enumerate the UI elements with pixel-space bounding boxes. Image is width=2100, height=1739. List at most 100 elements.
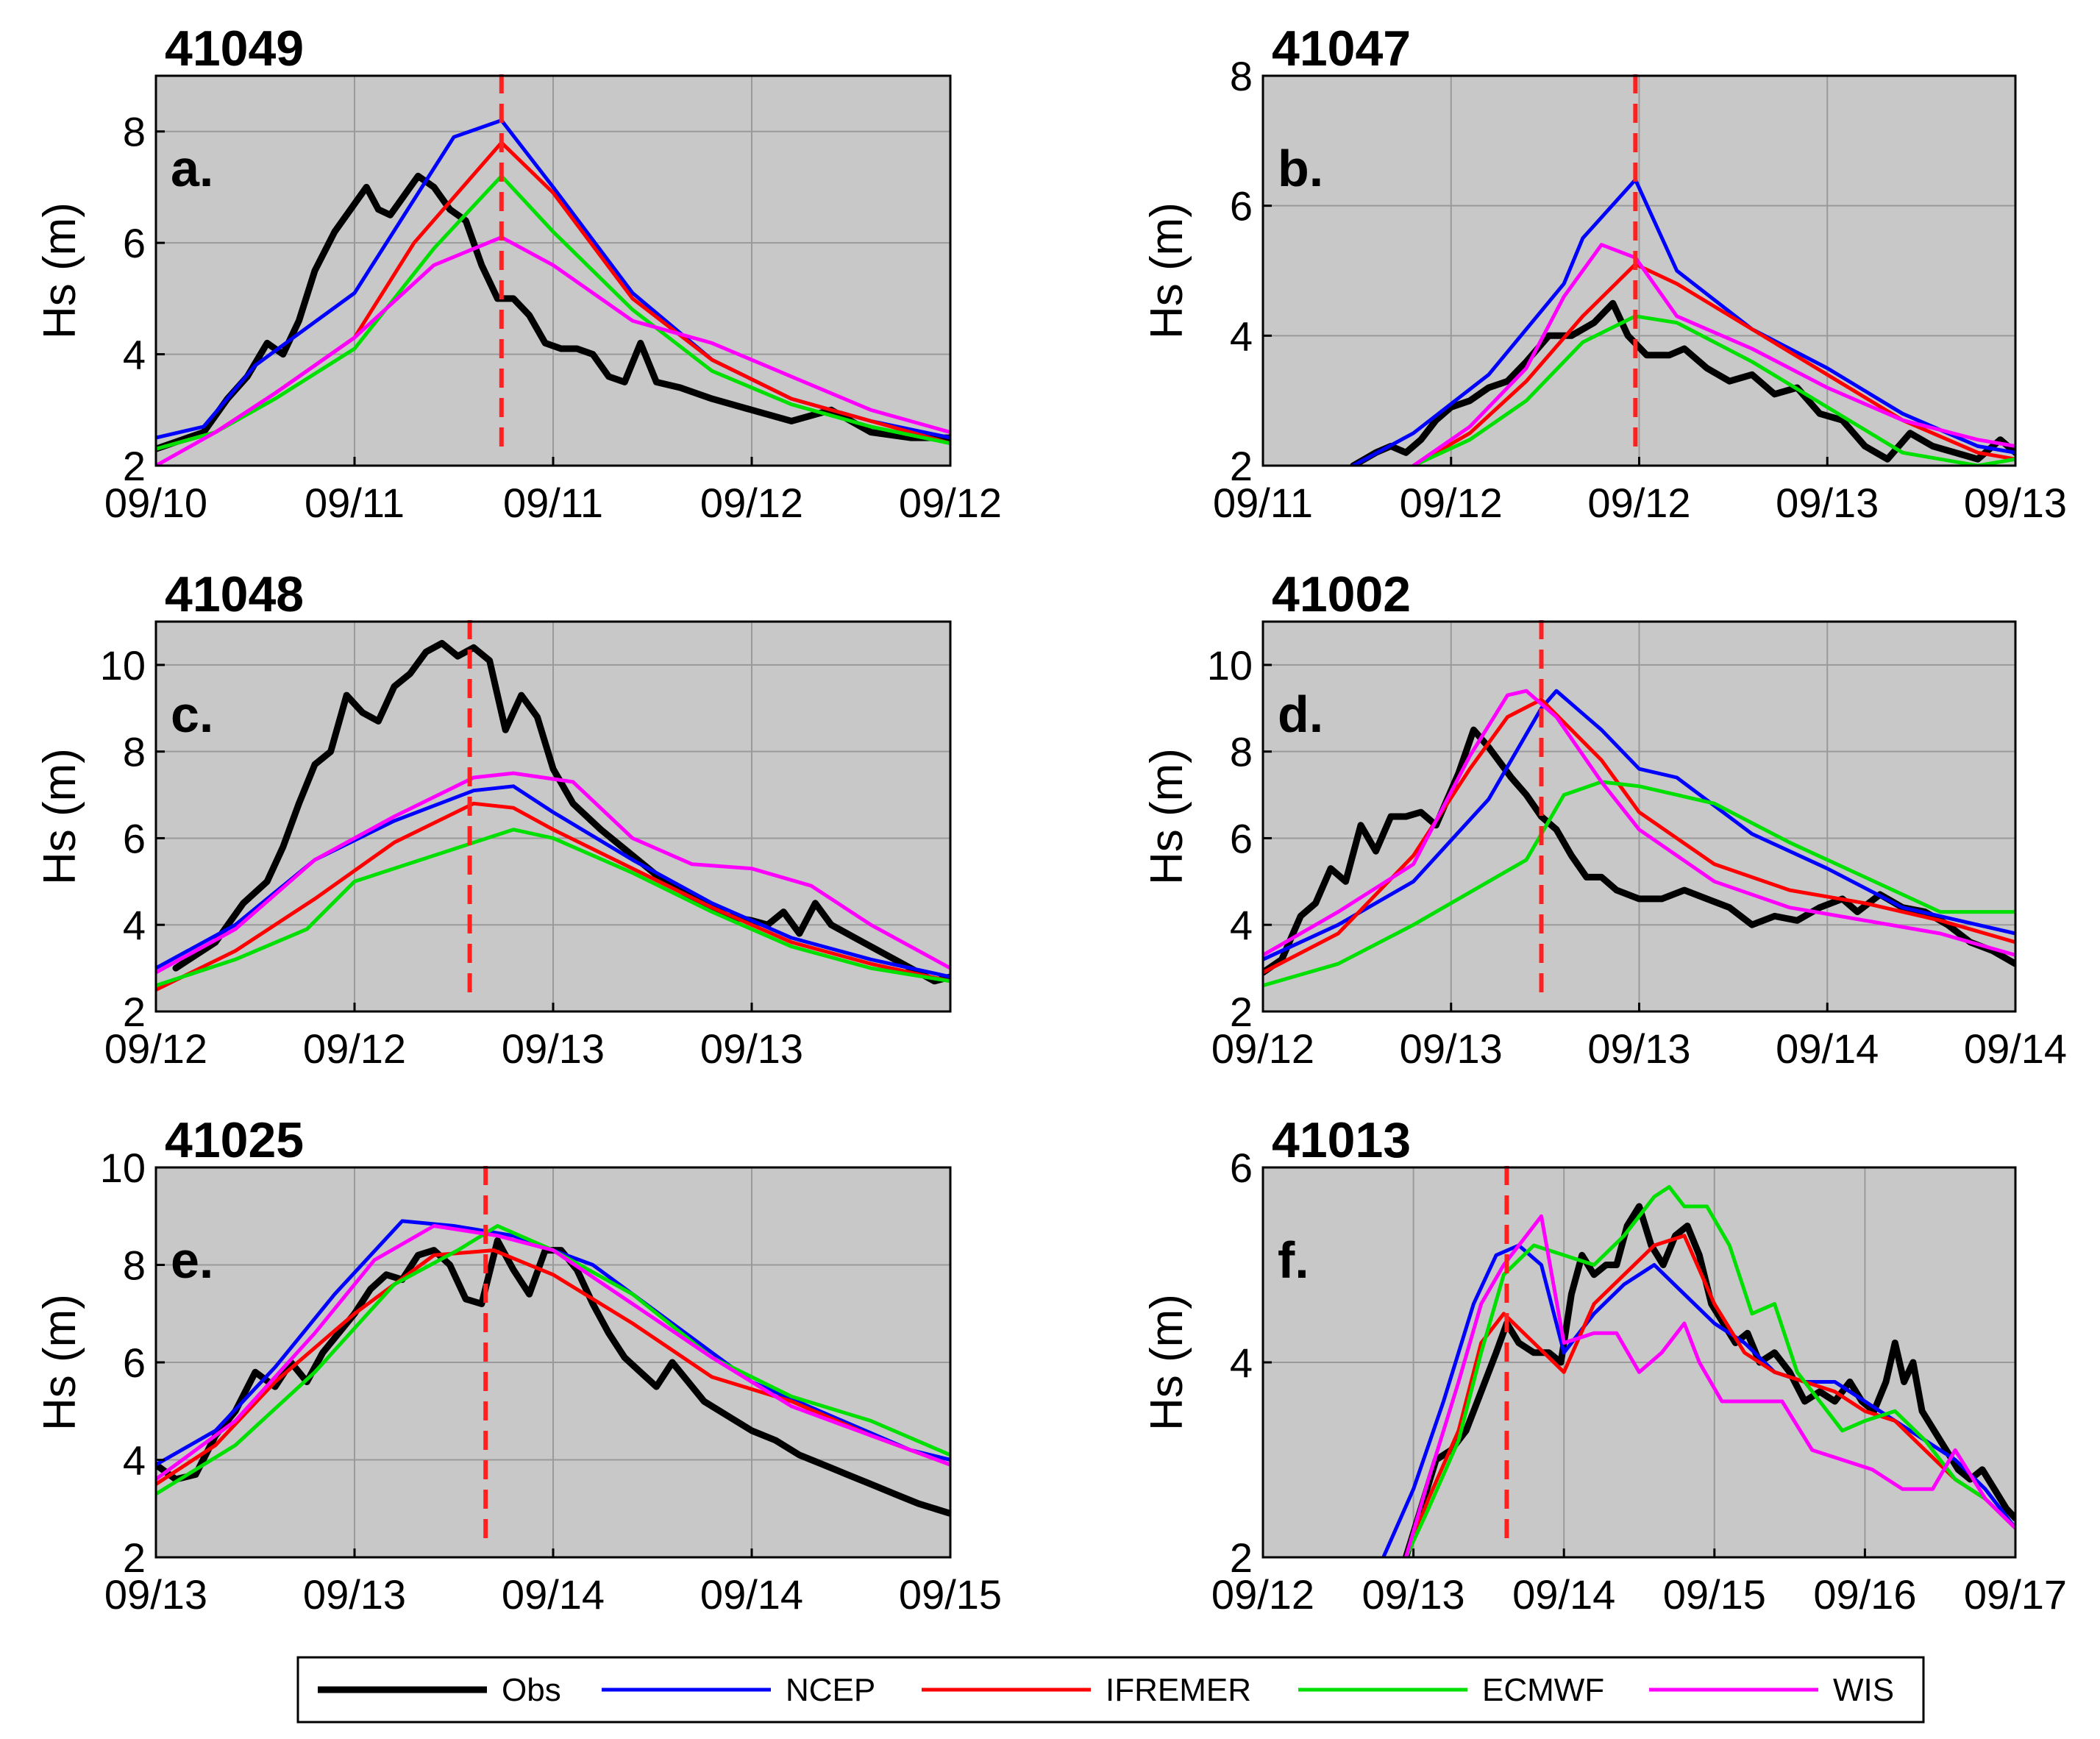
- legend-label: Obs: [502, 1672, 561, 1708]
- x-tick-label: 09/10: [104, 480, 207, 526]
- series-obs: [1350, 299, 2015, 466]
- x-tick-label: 09/14: [1964, 1025, 2067, 1072]
- legend-entry-ifremer: IFREMER: [922, 1672, 1251, 1708]
- series-wis: [156, 1224, 950, 1482]
- x-tick-label: 09/12: [1211, 1025, 1314, 1072]
- panel-41049: 2 4 6 8 09/10 09/11 09/11 09/12 09/12 41049 a. Hs (…: [35, 21, 1002, 526]
- panel-41048: 2 4 6 8 10 09/12 09/12 09/13 09/13 41048 c. Hs (m): [35, 566, 952, 1072]
- y-tick-label: 10: [100, 1145, 146, 1191]
- x-tick-label: 09/11: [1213, 480, 1313, 526]
- x-tick-label: 09/12: [700, 480, 803, 526]
- panel-title: 41025: [165, 1112, 304, 1168]
- series-ncep: [156, 1219, 950, 1467]
- panel-title: 41002: [1272, 566, 1411, 622]
- series-ecmwf: [1403, 1185, 2015, 1557]
- panel-label: f.: [1278, 1231, 1309, 1289]
- x-tick-label: 09/13: [1776, 480, 1879, 526]
- grid: [1263, 76, 2015, 466]
- series-group: [1381, 1185, 2015, 1557]
- legend-label: NCEP: [786, 1672, 875, 1708]
- legend-entry-obs: Obs: [318, 1672, 561, 1708]
- y-tick-label: 4: [123, 332, 146, 378]
- series-obs: [1263, 726, 2015, 976]
- y-tick-label: 6: [123, 815, 146, 861]
- x-tick-label: 09/14: [502, 1571, 605, 1618]
- y-tick-label: 6: [1230, 183, 1253, 230]
- series-ecmwf: [1412, 314, 2015, 466]
- x-tick-label: 09/17: [1964, 1571, 2067, 1618]
- x-tick-label: 09/13: [1400, 1025, 1503, 1072]
- legend-label: IFREMER: [1106, 1672, 1251, 1708]
- x-tick-label: 09/11: [503, 480, 603, 526]
- x-tick-label: 09/13: [1964, 480, 2067, 526]
- x-tick-label: 09/12: [1211, 1571, 1314, 1618]
- y-tick-label: 8: [1230, 53, 1253, 99]
- y-axis-label: Hs (m): [35, 202, 85, 339]
- series-ifremer: [1412, 262, 2015, 466]
- panel-title: 41013: [1272, 1112, 1411, 1168]
- panel-label: d.: [1278, 686, 1323, 743]
- series-wis: [1412, 243, 2015, 466]
- x-tick-label: 09/12: [104, 1025, 207, 1072]
- grid: [1263, 622, 2015, 1011]
- x-tick-label: 09/12: [899, 480, 1002, 526]
- legend-entry-ecmwf: ECMWF: [1298, 1672, 1604, 1708]
- y-tick-label: 4: [1230, 1340, 1253, 1386]
- series-ifremer: [1403, 1234, 2015, 1557]
- legend-entry-ncep: NCEP: [602, 1672, 875, 1708]
- y-axis-label: Hs (m): [35, 1294, 85, 1431]
- series-ifremer: [1263, 697, 2015, 975]
- legend: Obs NCEP IFREMER ECMWF WIS: [296, 1656, 1925, 1724]
- y-tick-label: 2: [123, 989, 146, 1035]
- y-tick-label: 10: [100, 642, 146, 689]
- panel-label: a.: [171, 140, 213, 197]
- y-tick-label: 4: [1230, 313, 1253, 359]
- series-group: [156, 1219, 950, 1517]
- legend-label: WIS: [1833, 1672, 1894, 1708]
- panel-title: 41048: [165, 566, 304, 622]
- series-group: [156, 118, 950, 466]
- x-tick-label: 09/13: [303, 1571, 406, 1618]
- y-tick-label: 10: [1207, 642, 1253, 689]
- series-group: [1350, 177, 2015, 466]
- series-wis: [156, 771, 950, 975]
- y-tick-label: 8: [1230, 729, 1253, 775]
- panel-title: 41049: [165, 21, 304, 77]
- y-tick-label: 2: [123, 1534, 146, 1581]
- series-obs: [1402, 1203, 2015, 1557]
- y-tick-label: 6: [1230, 815, 1253, 861]
- y-tick-label: 2: [1230, 989, 1253, 1035]
- y-axis-label: Hs (m): [1142, 1294, 1192, 1431]
- y-tick-label: 2: [1230, 443, 1253, 489]
- x-tick-label: 09/13: [1587, 1025, 1690, 1072]
- x-tick-label: 09/15: [1663, 1571, 1766, 1618]
- y-tick-label: 4: [1230, 902, 1253, 948]
- y-axis-label: Hs (m): [1142, 202, 1192, 339]
- series-ecmwf: [156, 174, 950, 451]
- legend-label: ECMWF: [1482, 1672, 1604, 1708]
- y-tick-label: 4: [123, 1437, 146, 1484]
- panel-label: e.: [171, 1231, 213, 1289]
- x-tick-label: 09/15: [899, 1571, 1002, 1618]
- series-ncep: [1263, 689, 2015, 961]
- panel-41002: 2 4 6 8 10 09/12 09/13 09/13 09/14 09/14 41002 d. Hs…: [1142, 566, 2067, 1072]
- series-ecmwf: [156, 828, 950, 988]
- x-tick-label: 09/14: [700, 1571, 803, 1618]
- x-tick-label: 09/13: [700, 1025, 803, 1072]
- series-wis: [156, 235, 950, 466]
- x-tick-label: 09/16: [1813, 1571, 1916, 1618]
- y-axis-label: Hs (m): [35, 748, 85, 885]
- panel-41025: 2 4 6 8 10 09/13 09/13 09/14 09/14 09/15 41025 e. Hs…: [35, 1112, 1002, 1618]
- panel-41013: 2 4 6 09/12 09/13 09/14 09/15 09/16 09/17 41013 f.…: [1142, 1112, 2067, 1618]
- x-tick-label: 09/11: [305, 480, 405, 526]
- y-tick-label: 4: [123, 902, 146, 948]
- y-tick-label: 2: [123, 443, 146, 489]
- x-tick-label: 09/14: [1776, 1025, 1879, 1072]
- x-tick-label: 09/12: [303, 1025, 406, 1072]
- series-wis: [1263, 689, 2015, 957]
- y-axis-label: Hs (m): [1142, 748, 1192, 885]
- panel-label: c.: [171, 686, 213, 743]
- y-tick-label: 6: [123, 1340, 146, 1386]
- grid: [156, 76, 950, 466]
